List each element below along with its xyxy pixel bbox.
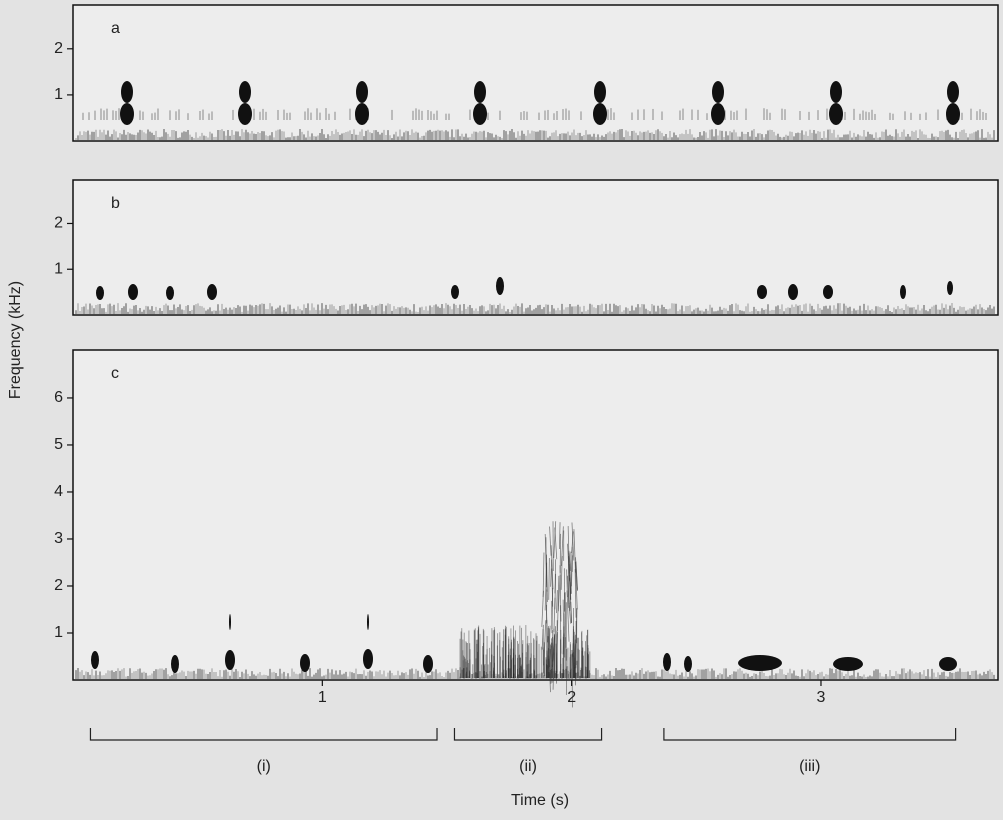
y-tick-label: 1 [54,260,63,277]
spectrogram-blob [712,81,724,103]
noise [564,613,565,657]
spectrogram-blob [939,657,957,671]
spectrogram-blob [947,81,959,103]
spectrogram-blob [121,81,133,103]
x-tick-label: 2 [567,689,576,706]
y-tick-label: 3 [54,530,63,547]
spectrogram-blob [830,81,842,103]
panel-label: b [111,195,120,212]
panel: a 1 2 [54,5,998,141]
spectrogram-blob [474,81,486,103]
spectrogram-blob [829,103,843,125]
spectrogram-blob [496,277,504,295]
spectrogram-blob [833,657,863,671]
spectrogram-blob [225,650,235,670]
spectrogram-blob [823,285,833,299]
spectrogram-blob [711,103,725,125]
y-tick-label: 1 [54,624,63,641]
segment-bracket [454,728,601,740]
spectrogram-blob [363,649,373,669]
spectrogram-blob [207,284,217,300]
spectrogram-blob [738,655,782,671]
spectrogram-blob [355,103,369,125]
y-tick-label: 4 [54,483,63,500]
segment-label: (i) [257,758,271,775]
spectrogram-blob [788,284,798,300]
page: {"figure": {"ylabel": "Frequency (kHz)",… [0,0,1003,815]
spectrogram-blob [239,81,251,103]
y-axis-label: Frequency (kHz) [7,281,24,399]
spectrogram-blob [946,103,960,125]
spectrogram-blob [451,285,459,299]
y-tick-label: 2 [54,40,63,57]
x-tick-label: 1 [318,689,327,706]
spectrogram-blob [120,103,134,125]
panel-label: a [111,20,120,37]
segment-label: (ii) [519,758,537,775]
spectrogram-blob [166,286,174,300]
panel-frame [73,5,998,141]
segment-label: (iii) [799,758,820,775]
y-tick-label: 2 [54,215,63,232]
spectrogram-blob [684,656,692,672]
y-tick-label: 6 [54,389,63,406]
spectrogram-blob [128,284,138,300]
panel: c 1 2 3 4 5 6 1 2 3 (i) (ii) (iii) [54,350,998,775]
spectrogram-blob [593,103,607,125]
spectrogram-blob [238,103,252,125]
spectrogram-blob [594,81,606,103]
spectrogram-blob [947,281,953,295]
segment-bracket [90,728,437,740]
x-axis-label: Time (s) [511,792,569,809]
spectrogram-blob [229,614,231,630]
panel-label: c [111,365,119,382]
y-tick-label: 1 [54,86,63,103]
spectrogram-blob [663,653,671,671]
spectrogram-blob [473,103,487,125]
y-tick-label: 2 [54,577,63,594]
panel: b 1 2 [54,180,998,315]
segment-bracket [664,728,956,740]
spectrogram-blob [757,285,767,299]
spectrogram-blob [367,614,369,630]
spectrogram-blob [96,286,104,300]
y-tick-label: 5 [54,436,63,453]
figure: Frequency (kHz) Time (s) a 1 2 b 1 2 c 1 2 3 4 5 6 1 2… [0,0,1003,815]
spectrogram-blob [300,654,310,672]
spectrogram-blob [900,285,906,299]
spectrogram-blob [356,81,368,103]
spectrogram-blob [423,655,433,673]
panel-frame [73,350,998,680]
spectrogram-blob [171,655,179,673]
spectrogram-blob [91,651,99,669]
x-tick-label: 3 [817,689,826,706]
